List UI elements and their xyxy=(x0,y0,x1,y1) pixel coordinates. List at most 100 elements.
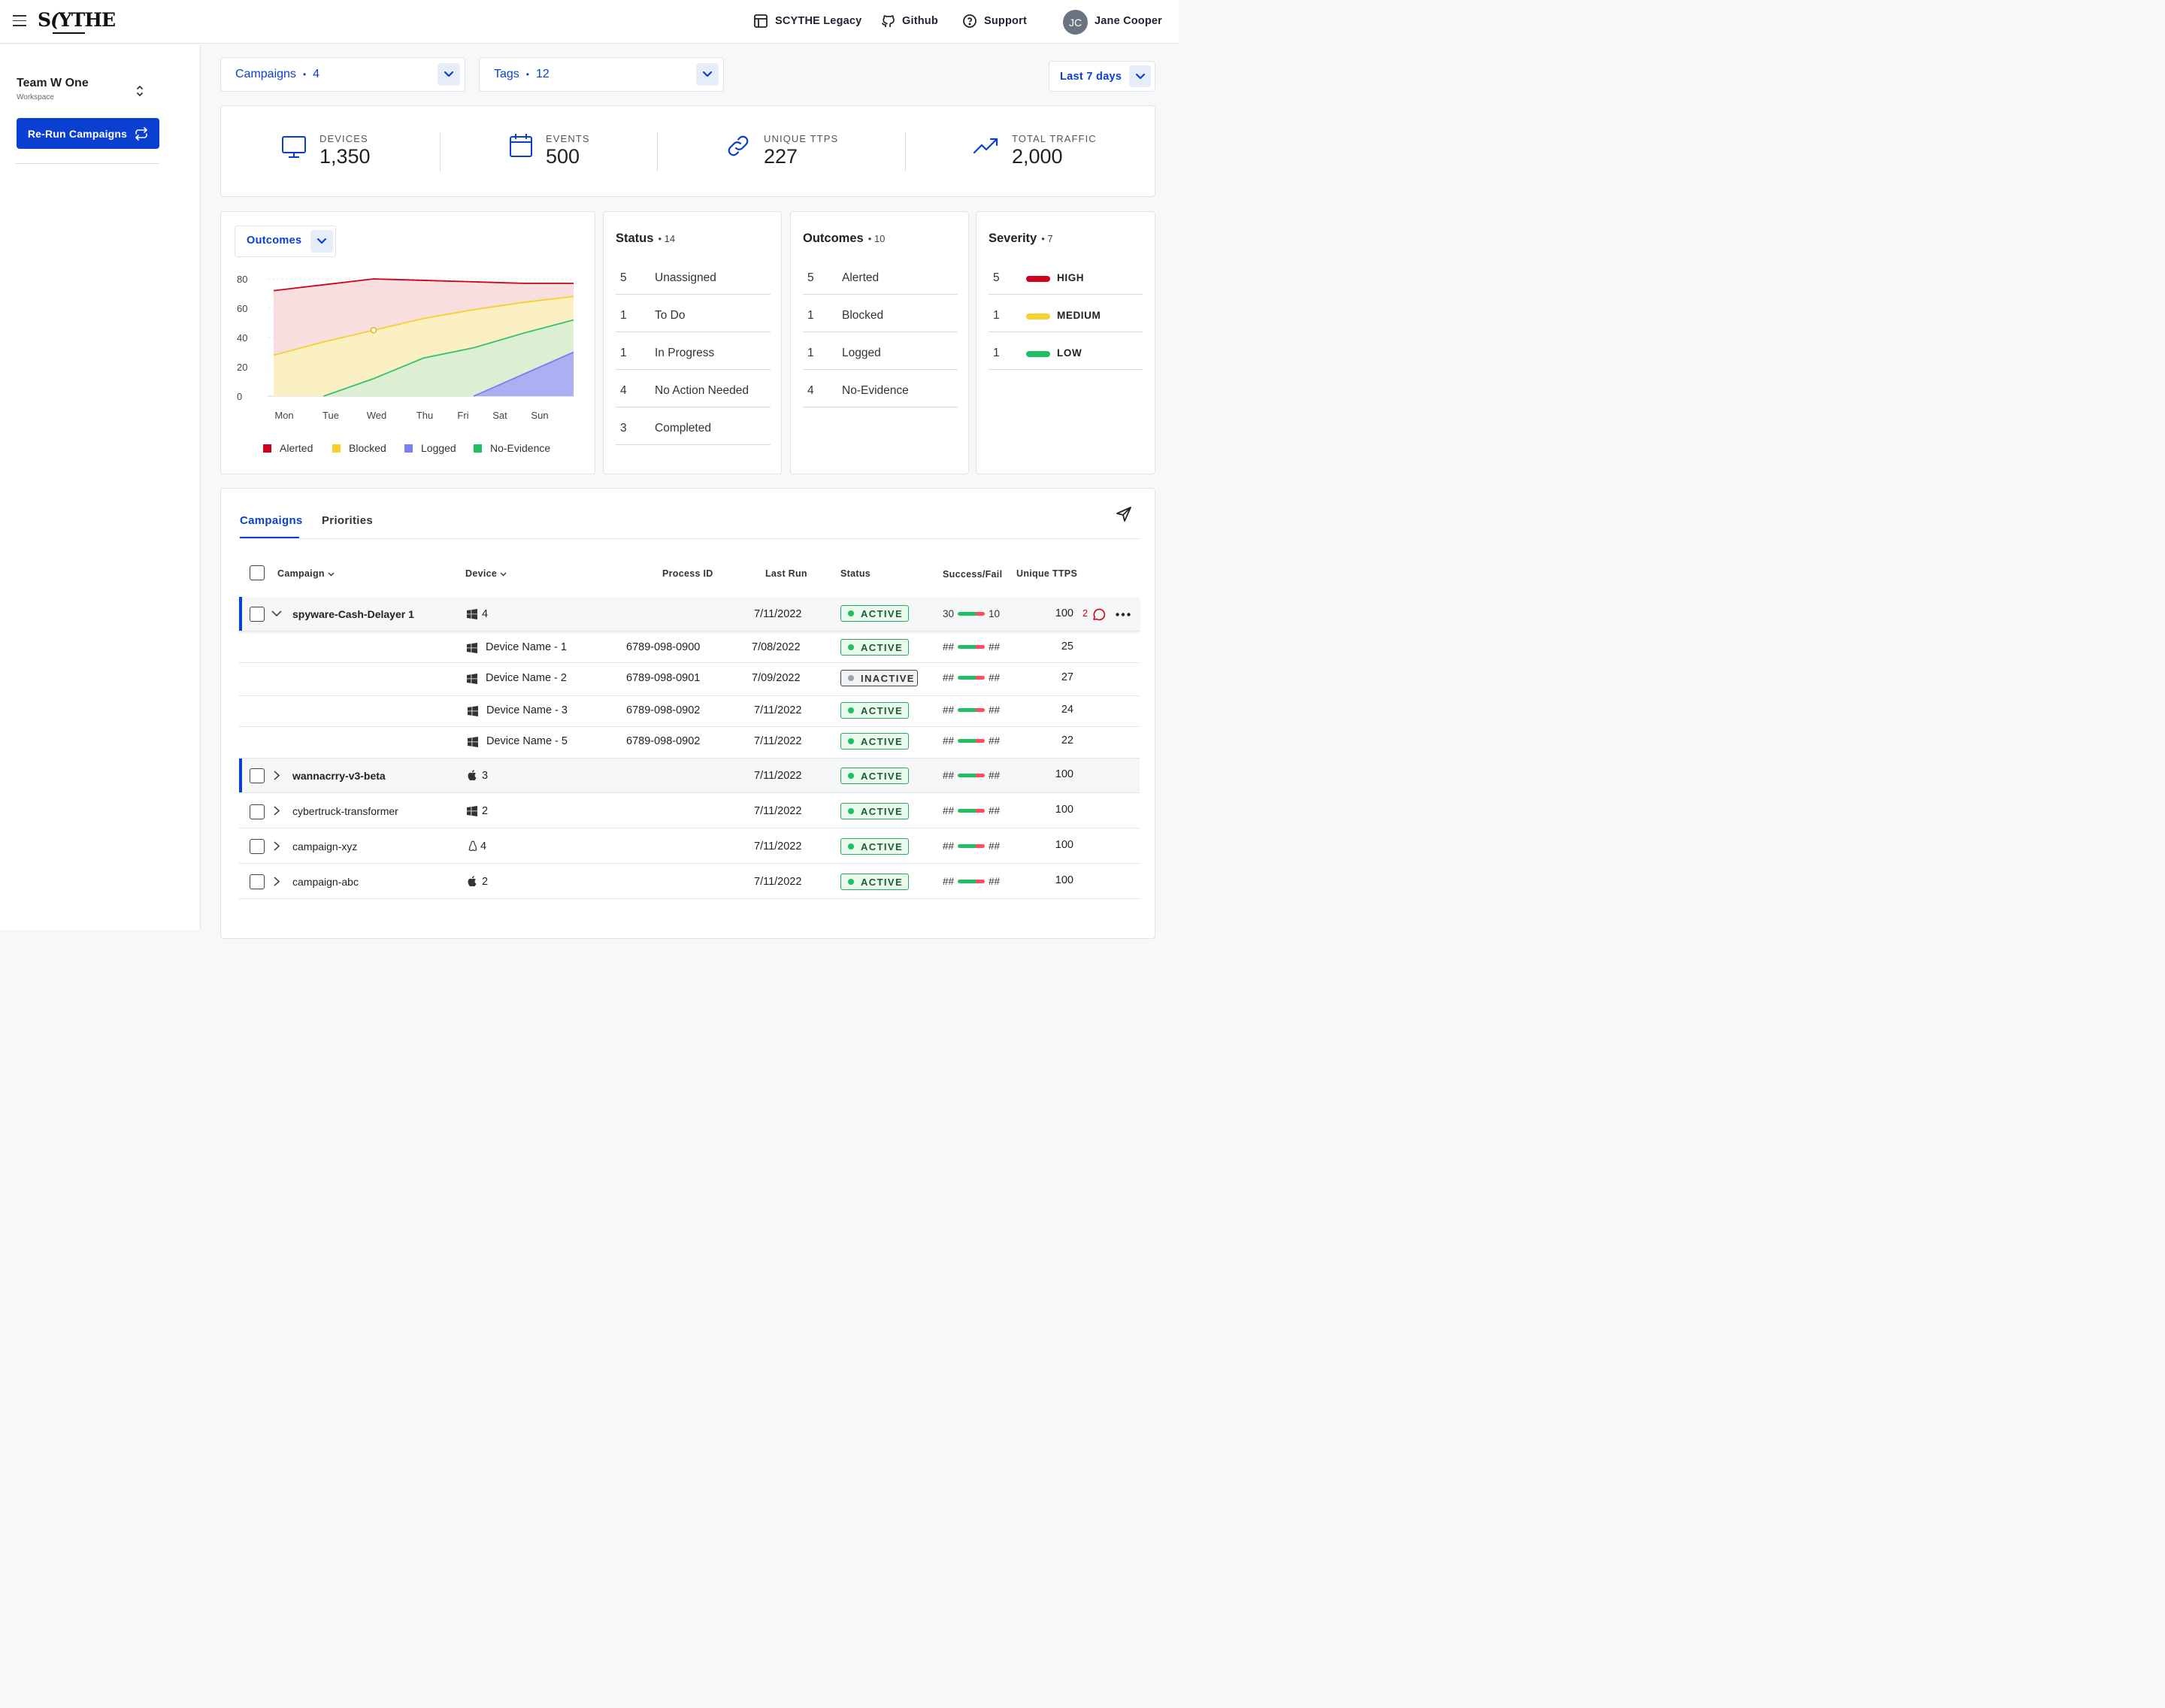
outcome-row[interactable]: 1 Logged xyxy=(803,332,958,370)
send-icon[interactable] xyxy=(1116,506,1132,522)
chevron-right-icon[interactable] xyxy=(274,806,280,816)
success-fail: ## ## xyxy=(943,735,1000,746)
status-badge: ACTIVE xyxy=(840,702,909,719)
table-row-campaign[interactable]: campaign-xyz 4 7/11/2022 ACTIVE ## ## 100 xyxy=(239,828,1140,864)
device-name[interactable]: Device Name - 3 xyxy=(486,704,568,716)
column-header-process-id[interactable]: Process ID xyxy=(662,568,713,579)
column-header-unique-ttps[interactable]: Unique TTPS xyxy=(1016,568,1078,579)
status-row[interactable]: 4 No Action Needed xyxy=(616,370,771,407)
severity-row-count: 1 xyxy=(993,347,1000,359)
status-badge-label: ACTIVE xyxy=(861,607,904,619)
column-header-success-fail[interactable]: Success/Fail xyxy=(943,569,1003,580)
outcomes-title: Outcomes xyxy=(803,232,864,245)
more-options-icon[interactable] xyxy=(1116,613,1131,616)
tags-filter[interactable]: Tags • 12 xyxy=(479,57,724,92)
success-fail: ## ## xyxy=(943,672,1000,683)
scythe-legacy-link[interactable]: SCYTHE Legacy xyxy=(753,14,861,29)
table-row-campaign[interactable]: cybertruck-transformer 2 7/11/2022 ACTIV… xyxy=(239,793,1140,828)
stat-label: EVENTS xyxy=(546,133,590,144)
table-row-campaign-expanded[interactable]: spyware-Cash-Delayer 1 4 7/11/2022 ACTIV… xyxy=(239,597,1140,631)
campaign-name[interactable]: campaign-abc xyxy=(292,876,359,888)
outcome-row[interactable]: 1 Blocked xyxy=(803,295,958,332)
x-tick-label: Thu xyxy=(416,410,433,421)
campaign-name[interactable]: spyware-Cash-Delayer 1 xyxy=(292,608,414,620)
row-checkbox[interactable] xyxy=(250,804,265,819)
row-checkbox[interactable] xyxy=(250,874,265,889)
outcome-row[interactable]: 4 No-Evidence xyxy=(803,370,958,407)
date-range-select[interactable]: Last 7 days xyxy=(1049,61,1155,92)
support-link[interactable]: Support xyxy=(962,14,1027,29)
table-row-campaign[interactable]: campaign-abc 2 7/11/2022 ACTIVE ## ## 100 xyxy=(239,864,1140,899)
outcome-row-count: 1 xyxy=(807,309,814,322)
row-checkbox[interactable] xyxy=(250,607,265,622)
workspace-switch-icon[interactable] xyxy=(136,84,144,98)
user-name[interactable]: Jane Cooper xyxy=(1095,15,1163,27)
chevron-right-icon[interactable] xyxy=(274,771,280,780)
status-badge-label: ACTIVE xyxy=(861,704,904,716)
column-header-campaign[interactable]: Campaign xyxy=(277,568,335,579)
status-row-count: 1 xyxy=(620,347,627,359)
windows-icon xyxy=(468,737,478,747)
unique-ttps: 100 xyxy=(1055,768,1073,780)
success-fail-bar xyxy=(958,844,986,848)
column-header-device-label: Device xyxy=(465,568,498,579)
chevron-right-icon[interactable] xyxy=(274,877,280,886)
status-row[interactable]: 1 To Do xyxy=(616,295,771,332)
fail-count: ## xyxy=(989,735,1001,746)
severity-row[interactable]: 1 MEDIUM xyxy=(989,295,1143,332)
device-name[interactable]: Device Name - 1 xyxy=(486,641,567,653)
comment-icon[interactable] xyxy=(1092,607,1105,621)
success-fail-bar xyxy=(958,880,986,883)
tab-campaigns[interactable]: Campaigns xyxy=(240,514,303,527)
device-name[interactable]: Device Name - 5 xyxy=(486,735,568,747)
table-row-device[interactable]: Device Name - 3 6789-098-0902 7/11/2022 … xyxy=(239,696,1140,727)
severity-row[interactable]: 1 LOW xyxy=(989,332,1143,370)
stat-value: 500 xyxy=(546,145,580,168)
fail-count: 10 xyxy=(989,608,1001,619)
chevron-down-icon[interactable] xyxy=(271,610,282,617)
campaign-name[interactable]: cybertruck-transformer xyxy=(292,805,398,817)
row-checkbox[interactable] xyxy=(250,839,265,854)
status-row[interactable]: 5 Unassigned xyxy=(616,257,771,295)
chevron-down-icon[interactable] xyxy=(1129,65,1151,87)
fail-count: ## xyxy=(989,876,1001,887)
success-fail-bar xyxy=(958,739,986,743)
table-row-device[interactable]: Device Name - 5 6789-098-0902 7/11/2022 … xyxy=(239,727,1140,759)
success-count: ## xyxy=(943,805,955,816)
fail-count: ## xyxy=(989,672,1001,683)
column-header-last-run[interactable]: Last Run xyxy=(765,568,807,579)
select-all-checkbox[interactable] xyxy=(250,565,265,580)
severity-bar-low xyxy=(1026,351,1050,357)
scythe-logo[interactable]: S(YTHE xyxy=(38,9,116,34)
stat-unique-ttps: UNIQUE TTPS 227 xyxy=(764,133,838,168)
table-row-device[interactable]: Device Name - 1 6789-098-0900 7/08/2022 … xyxy=(239,631,1140,663)
device-name[interactable]: Device Name - 2 xyxy=(486,672,567,684)
windows-icon xyxy=(467,674,477,684)
table-row-device[interactable]: Device Name - 2 6789-098-0901 7/09/2022 … xyxy=(239,663,1140,696)
apple-icon xyxy=(468,876,477,886)
outcome-row[interactable]: 5 Alerted xyxy=(803,257,958,295)
row-checkbox[interactable] xyxy=(250,768,265,783)
column-header-status[interactable]: Status xyxy=(840,568,871,579)
chart-metric-select[interactable]: Outcomes xyxy=(235,226,336,257)
tab-priorities[interactable]: Priorities xyxy=(322,514,374,527)
rerun-campaigns-button[interactable]: Re-Run Campaigns xyxy=(17,118,159,149)
chevron-down-icon[interactable] xyxy=(438,63,460,86)
chevron-down-icon[interactable] xyxy=(310,230,333,253)
status-row[interactable]: 3 Completed xyxy=(616,407,771,445)
user-avatar[interactable]: JC xyxy=(1063,10,1088,35)
menu-icon[interactable] xyxy=(13,15,26,27)
chevron-right-icon[interactable] xyxy=(274,841,280,851)
status-row[interactable]: 1 In Progress xyxy=(616,332,771,370)
severity-row[interactable]: 5 HIGH xyxy=(989,257,1143,295)
stat-label: UNIQUE TTPS xyxy=(764,133,839,144)
data-point-marker xyxy=(370,327,377,334)
campaigns-filter[interactable]: Campaigns • 4 xyxy=(220,57,465,92)
chevron-down-icon[interactable] xyxy=(696,63,719,86)
campaign-name[interactable]: campaign-xyz xyxy=(292,840,358,852)
sort-chevron-icon xyxy=(328,572,335,577)
table-row-campaign[interactable]: wannacrry-v3-beta 3 7/11/2022 ACTIVE ## #… xyxy=(239,759,1140,793)
column-header-device[interactable]: Device xyxy=(465,568,507,579)
github-link[interactable]: Github xyxy=(880,14,938,29)
campaign-name[interactable]: wannacrry-v3-beta xyxy=(292,770,386,782)
